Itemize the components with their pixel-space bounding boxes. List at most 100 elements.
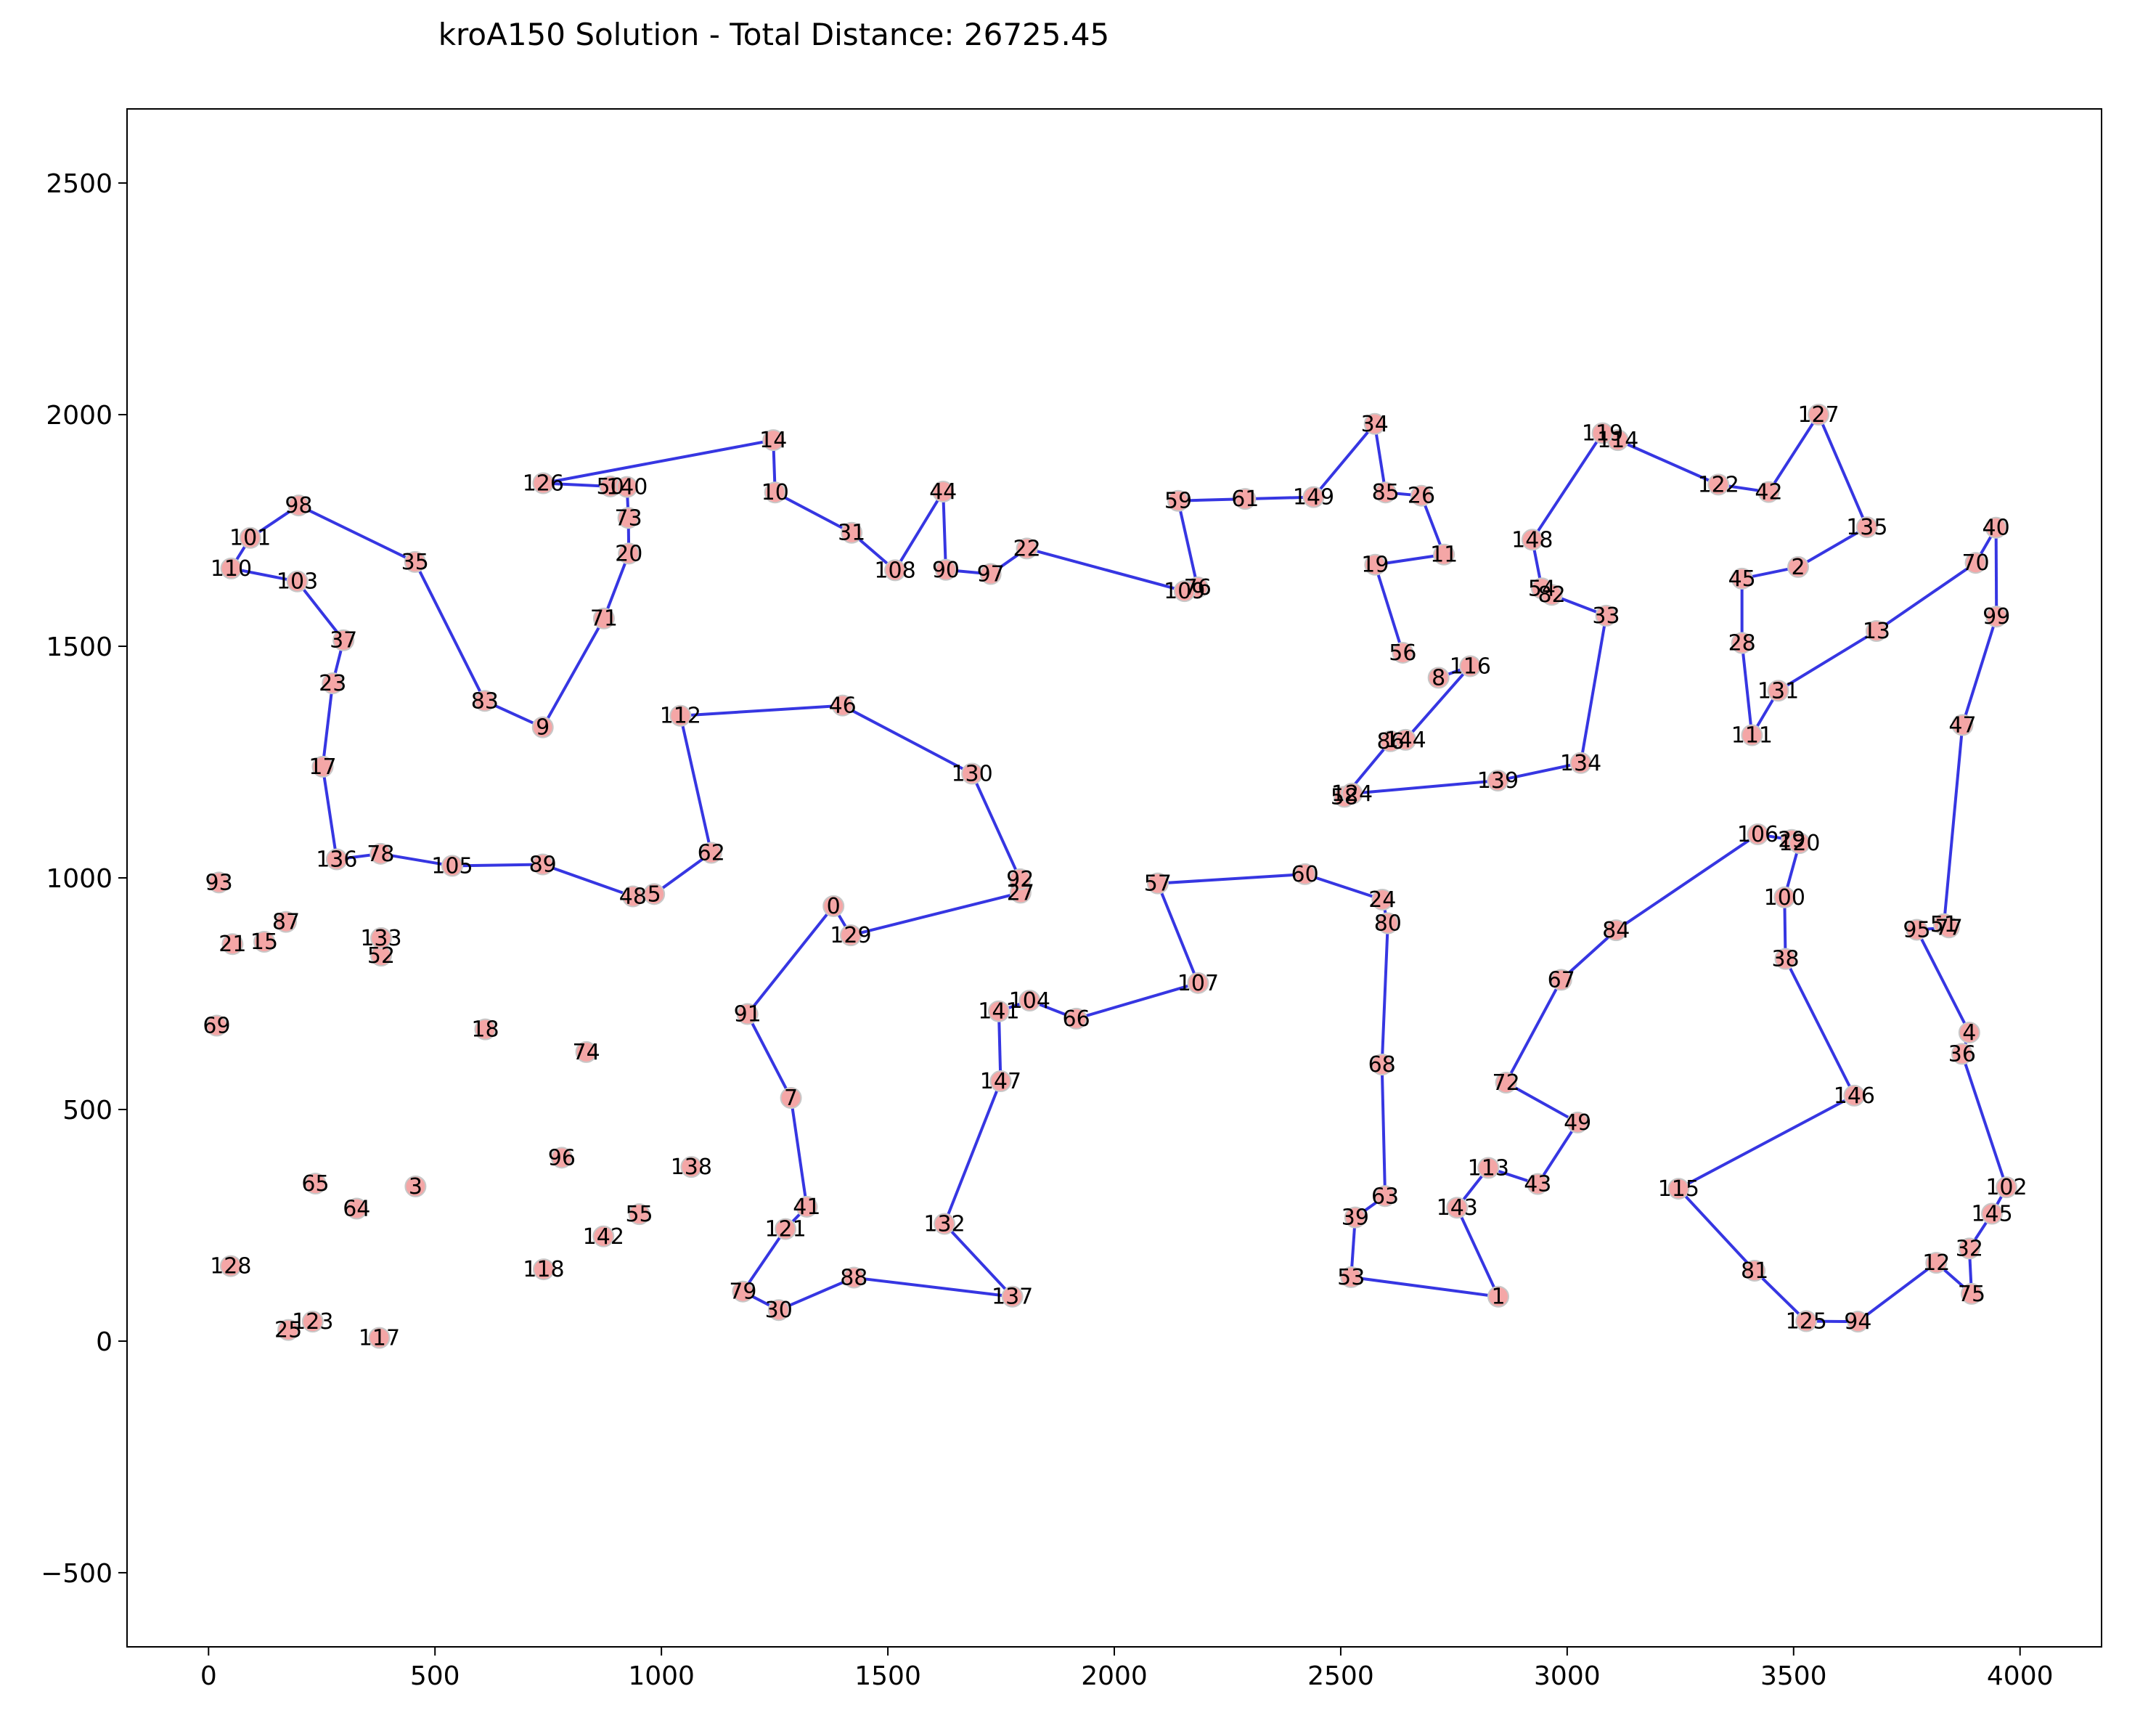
city-node <box>592 1225 615 1247</box>
route-segment <box>777 1276 855 1312</box>
city-node <box>1433 543 1455 566</box>
route-segment <box>1505 1081 1579 1124</box>
city-label: 122 <box>1698 472 1739 497</box>
route-segment <box>1777 630 1877 692</box>
city-node <box>1341 782 1363 805</box>
city-node <box>1995 1176 2017 1199</box>
city-label: 64 <box>343 1196 370 1221</box>
city-node <box>934 1213 956 1235</box>
city-label: 14 <box>759 428 787 453</box>
route-segment <box>1740 643 1754 736</box>
city-node <box>1795 1310 1818 1332</box>
x-tick-label: 500 <box>410 1661 460 1691</box>
city-label: 54 <box>1528 576 1556 601</box>
city-label: 12 <box>1922 1250 1950 1276</box>
city-label: 110 <box>211 556 252 582</box>
route-segment <box>321 766 338 860</box>
route-segment <box>1380 923 1389 1065</box>
city-node <box>1847 1311 1869 1333</box>
city-label: 95 <box>1903 917 1930 943</box>
city-node <box>1707 473 1730 496</box>
city-node <box>643 883 666 905</box>
city-node <box>1294 863 1316 885</box>
city-label: 13 <box>1863 619 1890 644</box>
city-node <box>277 1319 300 1341</box>
city-label: 51 <box>1930 912 1958 937</box>
city-label: 67 <box>1548 967 1575 993</box>
city-label: 84 <box>1602 918 1630 943</box>
city-label: 125 <box>1786 1309 1827 1335</box>
city-node <box>1767 680 1789 702</box>
city-label: 21 <box>219 932 246 957</box>
city-node <box>441 855 463 877</box>
route-segment <box>1615 833 1759 932</box>
city-label: 22 <box>1013 536 1041 561</box>
city-label: 147 <box>980 1069 1021 1094</box>
city-label: 0 <box>827 894 841 919</box>
city-node <box>822 895 845 917</box>
city-node <box>1865 619 1887 642</box>
city-label: 123 <box>292 1309 333 1335</box>
city-node <box>762 429 785 452</box>
route-segment <box>298 504 416 563</box>
city-node <box>1487 1285 1510 1308</box>
city-label: 139 <box>1477 768 1519 794</box>
city-node <box>884 559 907 582</box>
x-tick-label: 1500 <box>854 1661 921 1691</box>
route-segment <box>854 1276 1013 1298</box>
city-label: 68 <box>1368 1052 1396 1078</box>
city-label: 148 <box>1511 527 1553 553</box>
city-node <box>1741 724 1763 746</box>
city-label: 2 <box>1791 555 1805 580</box>
city-node <box>767 1299 790 1322</box>
city-node <box>979 563 1002 585</box>
city-node <box>1540 584 1563 606</box>
city-node <box>680 1156 703 1178</box>
city-label: 124 <box>1331 781 1373 807</box>
city-label: 18 <box>471 1017 499 1043</box>
city-node <box>732 1280 754 1303</box>
city-label: 65 <box>301 1171 329 1197</box>
city-label: 7 <box>784 1086 798 1111</box>
city-node <box>369 927 392 949</box>
city-node <box>239 526 261 549</box>
city-label: 78 <box>367 842 394 867</box>
route-segment <box>1797 526 1868 569</box>
city-label: 81 <box>1741 1258 1768 1284</box>
city-node <box>220 557 242 579</box>
city-node <box>1787 555 1810 578</box>
city-node <box>1363 412 1386 435</box>
city-node <box>1731 567 1753 590</box>
city-label: 136 <box>316 847 357 872</box>
city-label: 140 <box>606 475 648 500</box>
city-node <box>208 871 230 894</box>
route-segment <box>894 490 944 571</box>
city-node <box>1459 655 1482 677</box>
route-segment <box>1960 1053 2008 1188</box>
city-node <box>1951 714 1974 736</box>
city-label: 17 <box>309 754 336 780</box>
y-tick-label: 2500 <box>46 169 113 199</box>
city-node <box>1487 770 1509 792</box>
route-segment <box>1857 1261 1937 1323</box>
route-segment <box>1875 561 1977 632</box>
route-segment <box>603 553 631 619</box>
city-label: 9 <box>536 715 550 741</box>
city-node <box>780 1087 802 1110</box>
city-label: 46 <box>829 693 857 719</box>
city-node <box>1747 823 1769 846</box>
city-label: 5 <box>648 882 661 907</box>
route-segment <box>543 481 611 488</box>
route-segment <box>1784 958 1856 1096</box>
city-label: 3 <box>409 1174 422 1200</box>
city-label: 115 <box>1658 1176 1699 1202</box>
city-node <box>1960 1282 1983 1305</box>
city-node <box>1446 1197 1469 1219</box>
city-label: 50 <box>597 474 624 500</box>
city-label: 111 <box>1731 723 1773 749</box>
city-label: 82 <box>1538 582 1566 608</box>
route-segment <box>1504 979 1563 1083</box>
city-node <box>1985 516 2007 539</box>
city-label: 49 <box>1564 1110 1591 1136</box>
city-node <box>617 507 640 529</box>
